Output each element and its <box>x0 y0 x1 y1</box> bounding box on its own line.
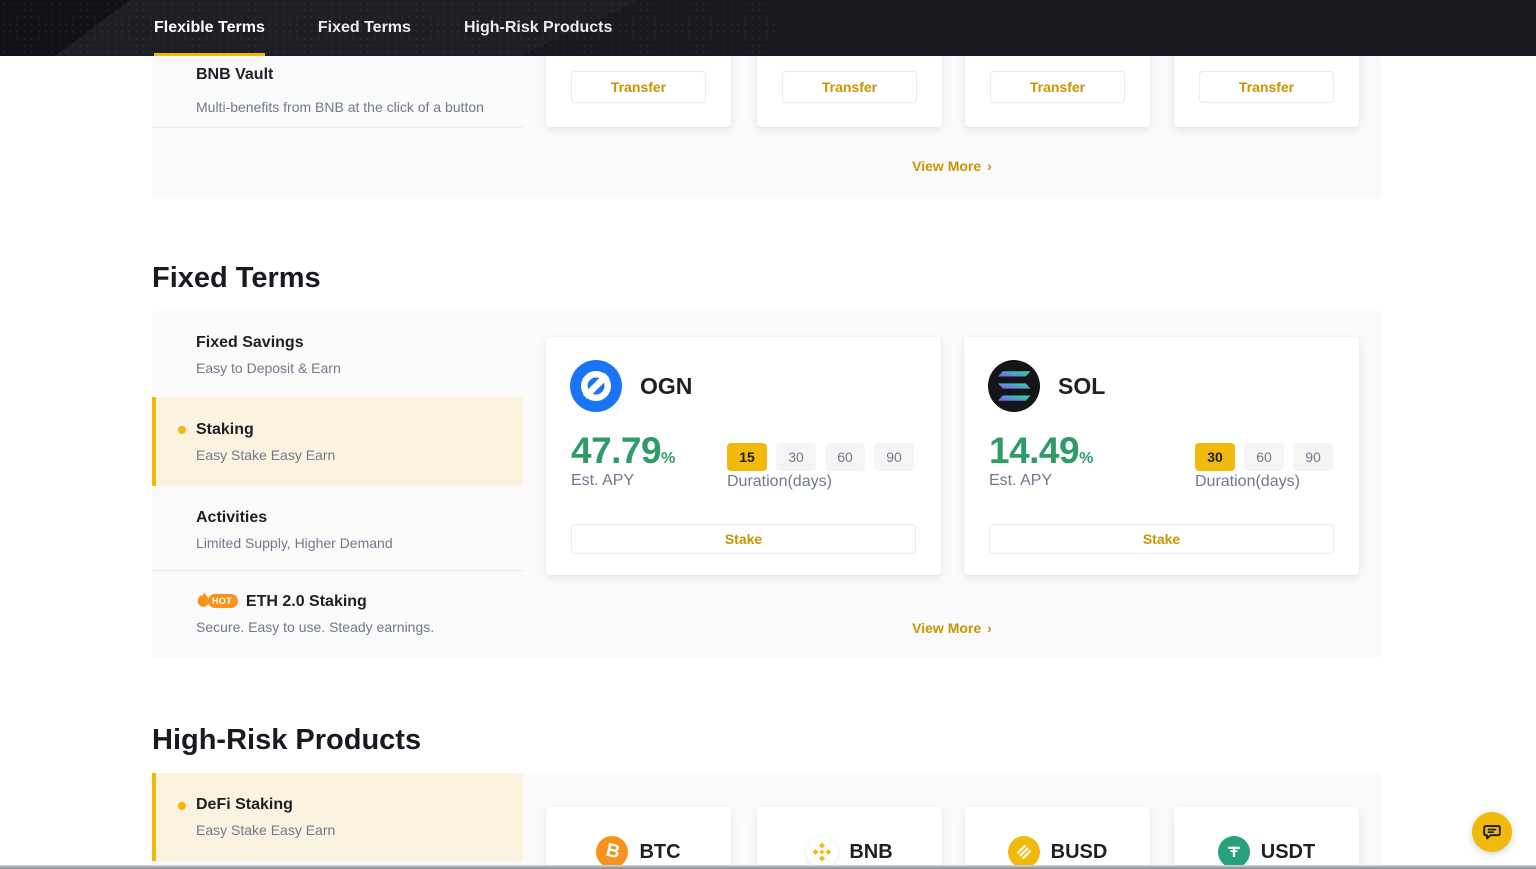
coin-header: OGN <box>570 360 692 412</box>
stake-card-ogn: OGN 47.79% Est. APY 15 30 60 90 Duration… <box>546 337 941 575</box>
sidebar-item-title: Staking <box>196 421 503 439</box>
duration-chip-90[interactable]: 90 <box>874 443 914 471</box>
transfer-button[interactable]: Transfer <box>1199 71 1334 103</box>
active-bullet-icon <box>178 802 186 810</box>
coin-symbol: BUSD <box>1051 841 1108 864</box>
sidebar-item-subtitle: Easy to Deposit & Earn <box>196 360 503 376</box>
sidebar-item-subtitle: Secure. Easy to use. Steady earnings. <box>196 619 503 635</box>
sidebar-item-title: HOT ETH 2.0 Staking <box>196 592 503 611</box>
nav-tabs: Flexible Terms Fixed Terms High-Risk Pro… <box>154 0 612 56</box>
duration-chip-30[interactable]: 30 <box>776 443 816 471</box>
fixed-terms-heading: Fixed Terms <box>152 262 321 295</box>
coin-symbol: USDT <box>1261 841 1315 864</box>
duration-chip-60[interactable]: 60 <box>825 443 865 471</box>
coin-symbol: BNB <box>849 841 892 864</box>
view-more-flexible[interactable]: View More › <box>546 158 1358 174</box>
apy-value: 47.79% <box>571 430 675 472</box>
coin-row: USDT <box>1174 836 1359 868</box>
sidebar-item-title: Fixed Savings <box>196 334 503 352</box>
coin-header: SOL <box>988 360 1105 412</box>
chat-bubble-icon <box>1481 821 1503 843</box>
sidebar-item-defi-staking[interactable]: DeFi Staking Easy Stake Easy Earn <box>152 773 523 861</box>
duration-chip-60[interactable]: 60 <box>1244 443 1284 471</box>
coin-symbol: BTC <box>639 841 680 864</box>
btc-coin-icon: B <box>596 836 628 868</box>
sidebar-item-subtitle: Limited Supply, Higher Demand <box>196 535 503 551</box>
sidebar-item-eth2-staking[interactable]: HOT ETH 2.0 Staking Secure. Easy to use.… <box>152 571 523 657</box>
duration-chips: 15 30 60 90 <box>727 443 914 471</box>
ogn-coin-icon <box>570 360 622 412</box>
sidebar-divider <box>152 127 523 128</box>
bnb-vault-subtitle: Multi-benefits from BNB at the click of … <box>196 99 484 115</box>
active-bullet-icon <box>178 426 186 434</box>
stake-button[interactable]: Stake <box>989 524 1334 554</box>
hot-badge-label: HOT <box>208 594 238 608</box>
chevron-right-icon: › <box>987 620 992 636</box>
transfer-button[interactable]: Transfer <box>782 71 917 103</box>
defi-card-bnb[interactable]: BNB <box>757 807 942 869</box>
sidebar-item-title: Activities <box>196 509 503 527</box>
sidebar-item-subtitle: Easy Stake Easy Earn <box>196 822 503 838</box>
coin-row: BUSD <box>965 836 1150 868</box>
apy-number: 14.49 <box>989 430 1079 471</box>
view-more-fixed[interactable]: View More › <box>546 620 1358 636</box>
apy-label: Est. APY <box>989 472 1052 490</box>
busd-coin-icon <box>1008 836 1040 868</box>
apy-label: Est. APY <box>571 472 634 490</box>
earn-page: Flexible Terms Fixed Terms High-Risk Pro… <box>0 0 1536 869</box>
transfer-button[interactable]: Transfer <box>571 71 706 103</box>
tab-flexible-terms[interactable]: Flexible Terms <box>154 0 265 56</box>
duration-label: Duration(days) <box>1195 473 1300 491</box>
apy-percent-sign: % <box>661 450 675 467</box>
bnb-coin-icon <box>806 836 838 868</box>
coin-symbol: OGN <box>640 373 692 400</box>
apy-number: 47.79 <box>571 430 661 471</box>
coin-symbol: SOL <box>1058 373 1105 400</box>
usdt-coin-icon <box>1218 836 1250 868</box>
hot-flame-icon: HOT <box>196 592 238 609</box>
duration-chip-30[interactable]: 30 <box>1195 443 1235 471</box>
sidebar-item-subtitle: Easy Stake Easy Earn <box>196 447 503 463</box>
apy-value: 14.49% <box>989 430 1093 472</box>
duration-chips: 30 60 90 <box>1195 443 1333 471</box>
tab-high-risk-products[interactable]: High-Risk Products <box>464 0 612 56</box>
coin-row: BNB <box>757 836 942 868</box>
sidebar-item-title: DeFi Staking <box>196 796 503 814</box>
apy-percent-sign: % <box>1079 450 1093 467</box>
bnb-vault-title[interactable]: BNB Vault <box>196 66 273 84</box>
defi-card-busd[interactable]: BUSD <box>965 807 1150 869</box>
view-more-label: View More <box>912 620 981 636</box>
duration-chip-15[interactable]: 15 <box>727 443 767 471</box>
sidebar-item-activities[interactable]: Activities Limited Supply, Higher Demand <box>152 486 523 570</box>
eth2-title-text: ETH 2.0 Staking <box>246 593 367 610</box>
defi-card-usdt[interactable]: USDT <box>1174 807 1359 869</box>
window-bottom-edge <box>0 865 1536 869</box>
stake-button[interactable]: Stake <box>571 524 916 554</box>
chevron-right-icon: › <box>987 158 992 174</box>
high-risk-heading: High-Risk Products <box>152 724 421 757</box>
duration-label: Duration(days) <box>727 473 832 491</box>
defi-card-btc[interactable]: B BTC <box>546 807 731 869</box>
sidebar-item-fixed-savings[interactable]: Fixed Savings Easy to Deposit & Earn <box>152 311 523 397</box>
stake-card-sol: SOL 14.49% Est. APY 30 60 90 Duration(da… <box>964 337 1359 575</box>
top-nav: Flexible Terms Fixed Terms High-Risk Pro… <box>0 0 1536 56</box>
transfer-button[interactable]: Transfer <box>990 71 1125 103</box>
duration-chip-90[interactable]: 90 <box>1293 443 1333 471</box>
view-more-label: View More <box>912 158 981 174</box>
tab-fixed-terms[interactable]: Fixed Terms <box>318 0 411 56</box>
support-chat-button[interactable] <box>1472 812 1512 852</box>
coin-row: B BTC <box>546 836 731 868</box>
sol-coin-icon <box>988 360 1040 412</box>
sidebar-item-staking[interactable]: Staking Easy Stake Easy Earn <box>152 397 523 486</box>
